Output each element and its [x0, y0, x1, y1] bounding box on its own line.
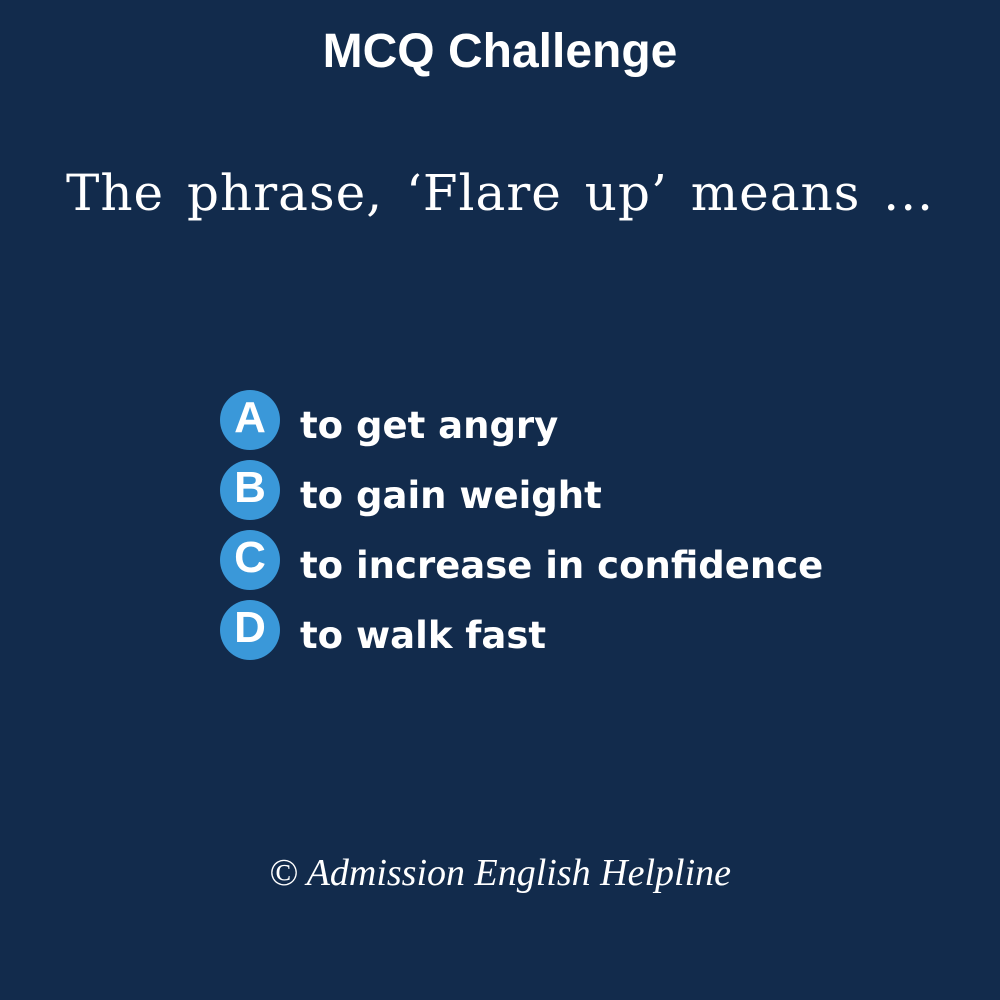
option-c[interactable]: C to increase in confidence	[220, 530, 920, 590]
options-list: A to get angry B to gain weight C to inc…	[220, 390, 920, 670]
option-a[interactable]: A to get angry	[220, 390, 920, 450]
option-d[interactable]: D to walk fast	[220, 600, 920, 660]
option-a-text: to get angry	[300, 404, 559, 447]
option-c-text: to increase in confidence	[300, 544, 824, 587]
copyright-footer: © Admission English Helpline	[269, 852, 731, 894]
option-b-badge: B	[220, 460, 280, 520]
question-text: The phrase, ‘Flare up’ means ...	[65, 164, 934, 222]
option-d-badge: D	[220, 600, 280, 660]
option-c-badge: C	[220, 530, 280, 590]
option-a-badge: A	[220, 390, 280, 450]
option-d-text: to walk fast	[300, 614, 547, 657]
option-b-text: to gain weight	[300, 474, 602, 517]
page-title: MCQ Challenge	[322, 25, 678, 78]
option-b[interactable]: B to gain weight	[220, 460, 920, 520]
